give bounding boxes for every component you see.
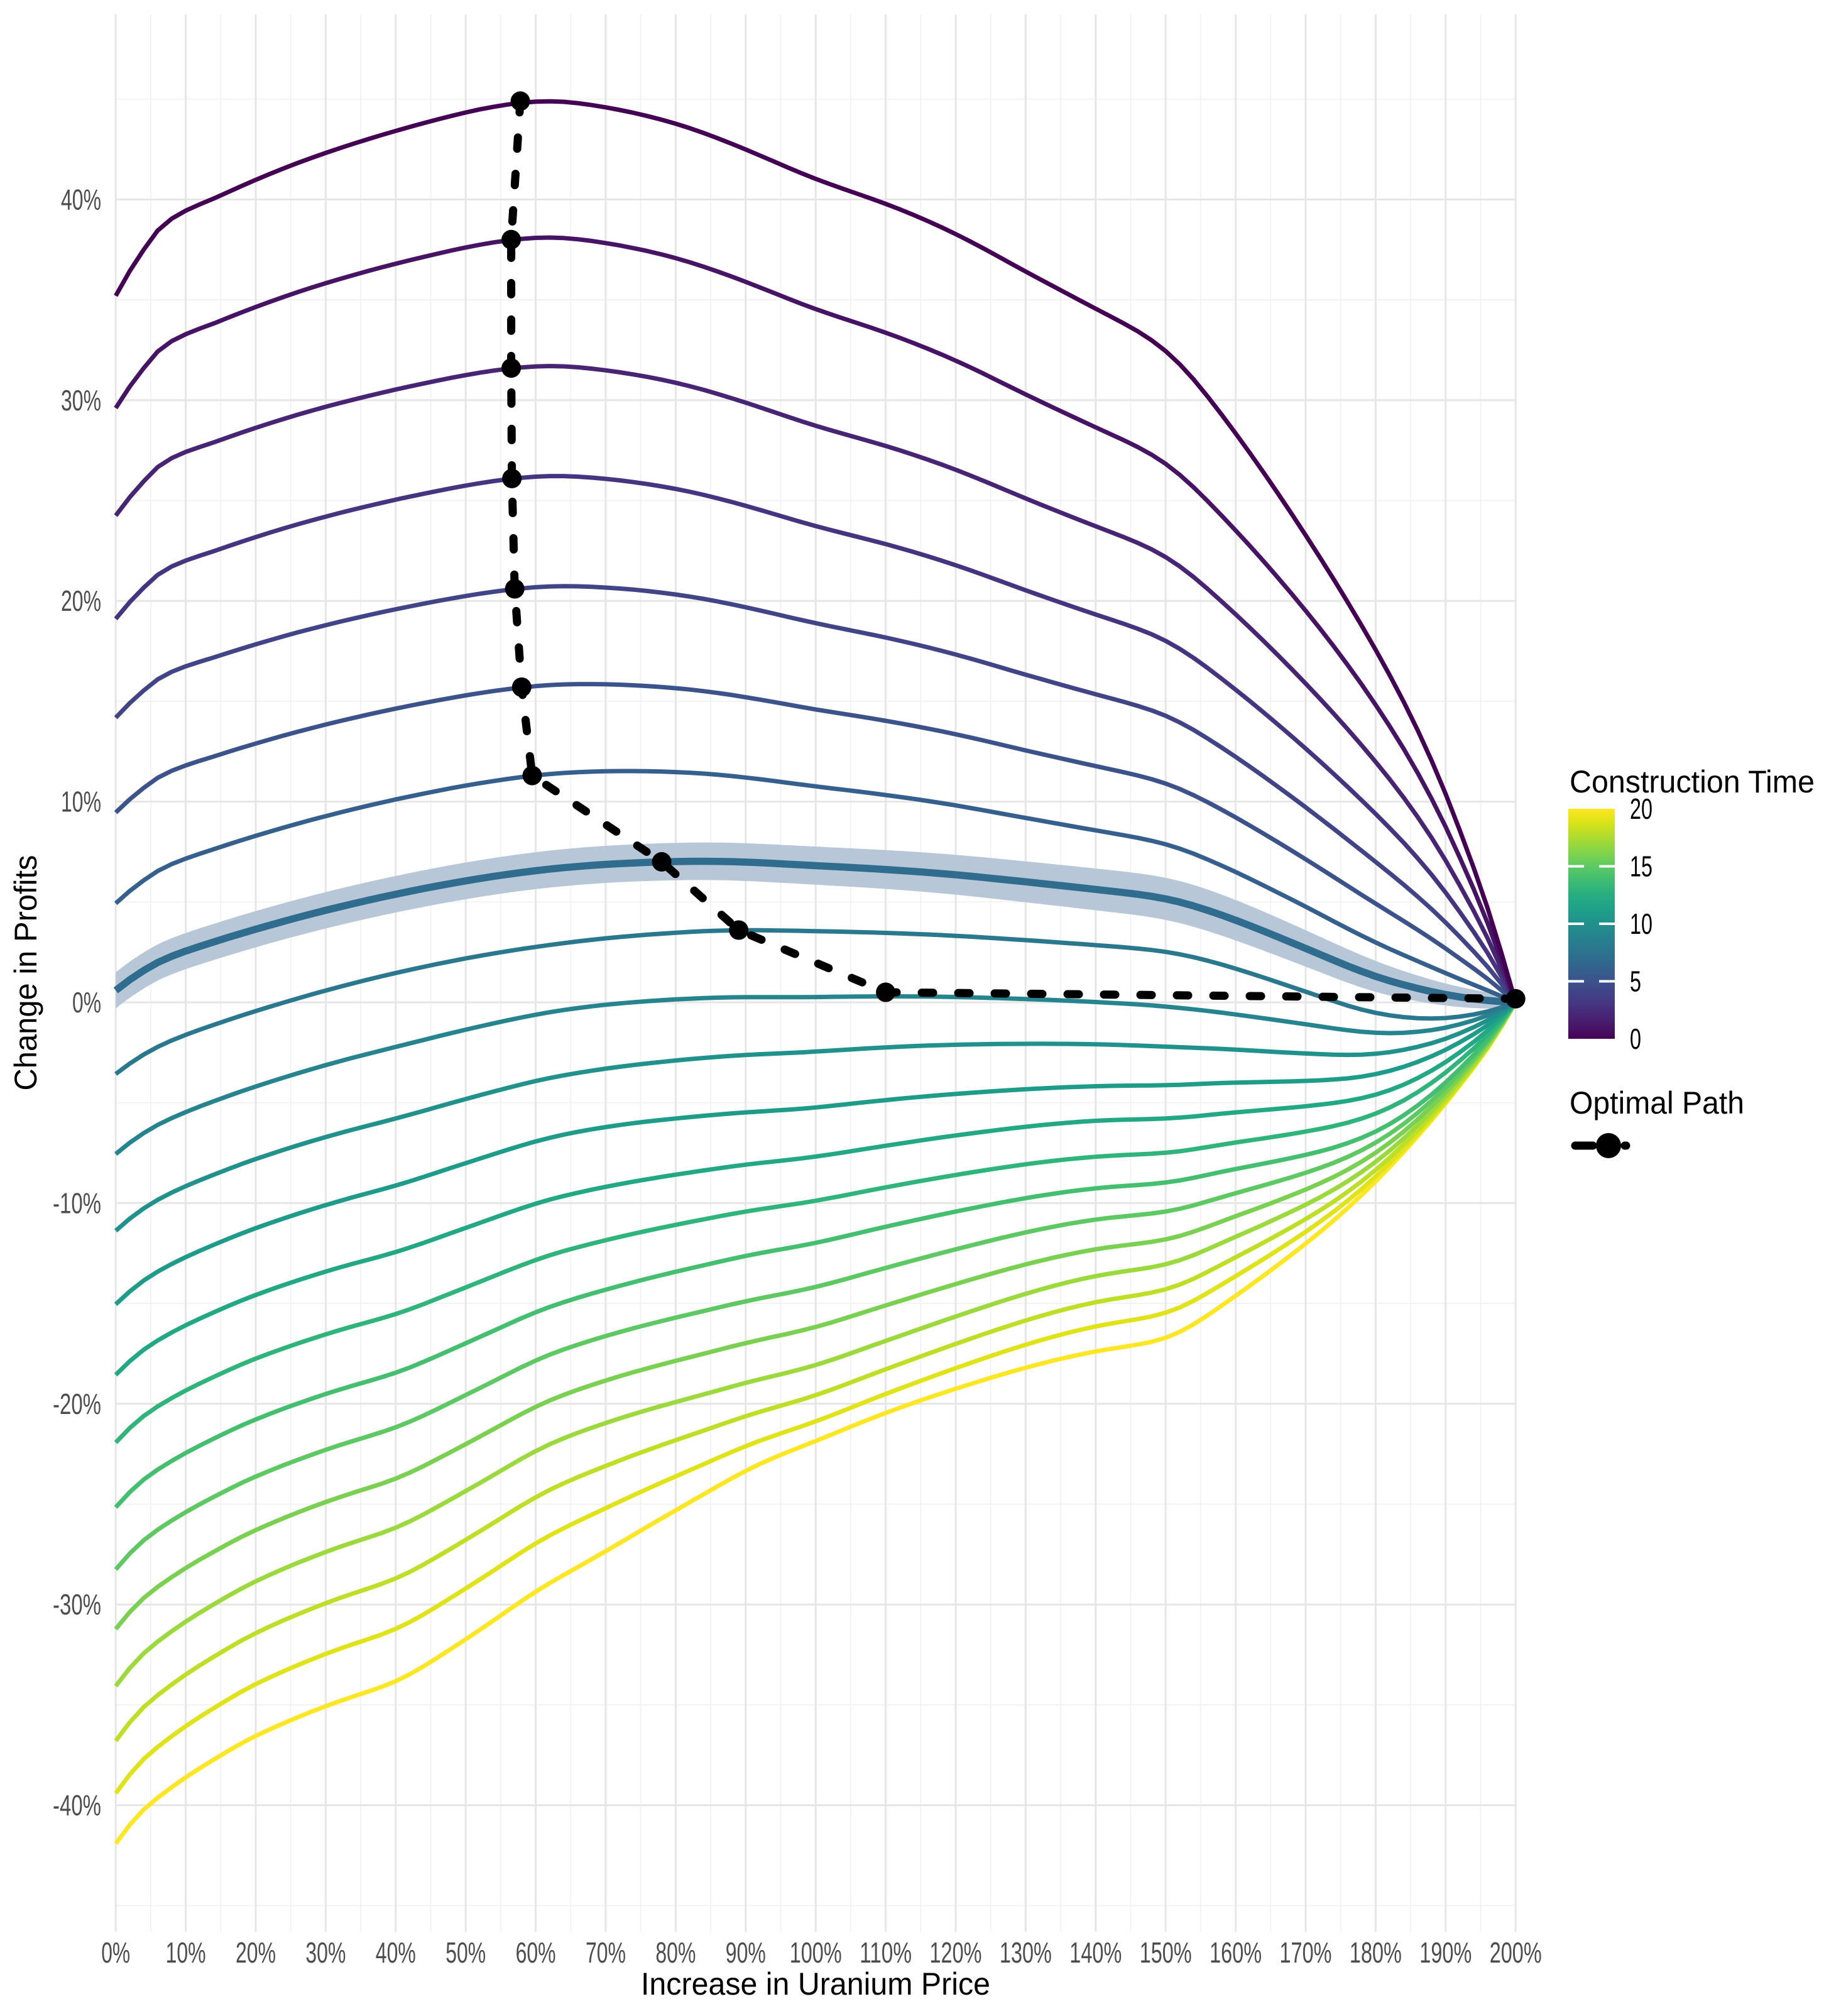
svg-text:10%: 10%	[166, 1936, 206, 1969]
svg-text:180%: 180%	[1350, 1936, 1402, 1969]
svg-text:20: 20	[1630, 792, 1652, 825]
svg-text:30%: 30%	[305, 1936, 346, 1969]
svg-text:10%: 10%	[61, 786, 101, 818]
svg-text:15: 15	[1630, 850, 1652, 883]
svg-text:150%: 150%	[1140, 1936, 1192, 1969]
svg-text:140%: 140%	[1069, 1936, 1122, 1969]
svg-text:60%: 60%	[516, 1936, 556, 1969]
svg-text:40%: 40%	[376, 1936, 416, 1969]
svg-text:0%: 0%	[72, 986, 101, 1019]
svg-text:0%: 0%	[101, 1936, 130, 1969]
svg-text:70%: 70%	[586, 1936, 626, 1969]
svg-text:160%: 160%	[1210, 1936, 1262, 1969]
svg-text:80%: 80%	[655, 1936, 696, 1969]
svg-text:100%: 100%	[790, 1936, 842, 1969]
svg-text:0: 0	[1630, 1022, 1641, 1055]
svg-text:10: 10	[1630, 907, 1652, 940]
svg-text:Change in Profits: Change in Profits	[8, 855, 43, 1091]
svg-text:40%: 40%	[61, 183, 101, 216]
svg-text:30%: 30%	[61, 384, 101, 417]
svg-text:-20%: -20%	[53, 1388, 101, 1420]
svg-text:130%: 130%	[1000, 1936, 1052, 1969]
svg-text:Increase in Uranium Price: Increase in Uranium Price	[641, 1966, 990, 2002]
svg-text:200%: 200%	[1490, 1936, 1542, 1969]
svg-text:170%: 170%	[1280, 1936, 1332, 1969]
svg-text:Construction Time: Construction Time	[1570, 764, 1815, 799]
svg-text:20%: 20%	[61, 584, 101, 617]
svg-text:50%: 50%	[445, 1936, 486, 1969]
svg-text:-10%: -10%	[53, 1186, 101, 1219]
svg-text:-40%: -40%	[53, 1789, 101, 1822]
svg-text:5: 5	[1630, 965, 1641, 998]
svg-text:20%: 20%	[236, 1936, 276, 1969]
svg-text:90%: 90%	[726, 1936, 766, 1969]
svg-text:-30%: -30%	[53, 1588, 101, 1621]
svg-text:120%: 120%	[930, 1936, 982, 1969]
svg-text:190%: 190%	[1419, 1936, 1472, 1969]
svg-text:Optimal Path: Optimal Path	[1570, 1085, 1744, 1120]
svg-text:110%: 110%	[860, 1936, 912, 1969]
